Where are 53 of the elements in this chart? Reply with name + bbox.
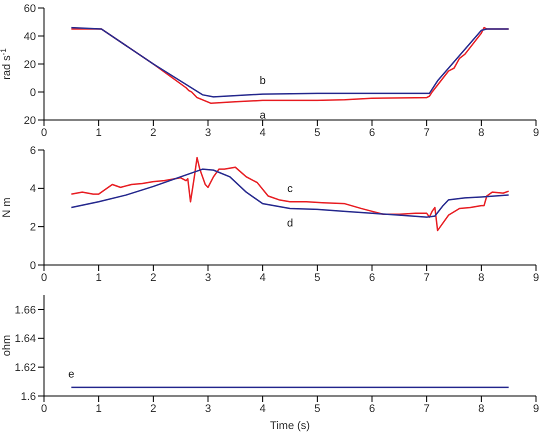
line-series (70, 168, 510, 218)
series-label: d (286, 217, 294, 230)
x-tick-label: 2 (150, 126, 156, 139)
x-tick-label: 8 (478, 126, 484, 139)
x-tick-label: 4 (260, 126, 266, 139)
x-tick-label: 9 (532, 126, 540, 139)
series-label: e (68, 368, 74, 380)
y-tick-label: 20 (24, 58, 36, 71)
x-tick-label: 4 (260, 272, 266, 284)
x-tick-label: 8 (478, 402, 484, 415)
series-label: c (287, 182, 294, 195)
x-tick-label: 9 (532, 272, 540, 284)
x-tick-label: 7 (424, 272, 430, 284)
y-tick-label: 2 (30, 222, 36, 234)
y-tick-label: 0 (30, 260, 36, 272)
x-tick-label: 7 (424, 126, 430, 139)
x-tick-label: 2 (150, 272, 156, 284)
x-tick-label: 1 (96, 402, 102, 415)
y-tick-label: 60 (24, 2, 36, 15)
x-tick-label: 5 (314, 126, 320, 139)
x-tick-label: 0 (40, 126, 48, 139)
x-tick-label: 0 (40, 402, 48, 415)
x-tick-label: 5 (314, 272, 320, 284)
line-series (70, 156, 510, 232)
y-tick-label: 1.66 (14, 304, 36, 316)
x-tick-label: 3 (204, 272, 212, 284)
x-tick-label: 4 (260, 402, 266, 415)
y-tick-label: 20 (24, 114, 36, 127)
x-tick-label: 0 (40, 272, 48, 284)
y-tick-label: 1.62 (14, 362, 36, 374)
series-label: b (260, 75, 266, 88)
x-tick-label: 3 (204, 126, 212, 139)
x-tick-label: 6 (368, 272, 376, 284)
y-tick-label: 1.64 (14, 333, 36, 346)
y-tick-label: 6 (30, 144, 36, 157)
x-tick-label: 1 (96, 272, 102, 284)
x-tick-label: 3 (204, 402, 212, 415)
y-axis-title: N m (1, 197, 13, 218)
x-tick-label: 9 (532, 402, 540, 415)
x-tick-label: 2 (150, 402, 156, 415)
y-axis-title: ohm (1, 334, 13, 356)
y-tick-label: 40 (24, 30, 36, 43)
x-tick-label: 7 (424, 402, 430, 415)
y-tick-label: 4 (30, 183, 36, 196)
x-tick-label: 6 (368, 402, 376, 415)
x-axis-title: Time (s) (270, 420, 310, 432)
x-tick-label: 1 (96, 126, 102, 139)
x-tick-label: 6 (368, 126, 376, 139)
y-tick-label: 0 (30, 86, 36, 99)
series-label: a (260, 109, 267, 122)
x-tick-label: 5 (314, 402, 320, 415)
x-tick-label: 8 (478, 272, 484, 284)
y-tick-label: 1.6 (20, 390, 36, 403)
